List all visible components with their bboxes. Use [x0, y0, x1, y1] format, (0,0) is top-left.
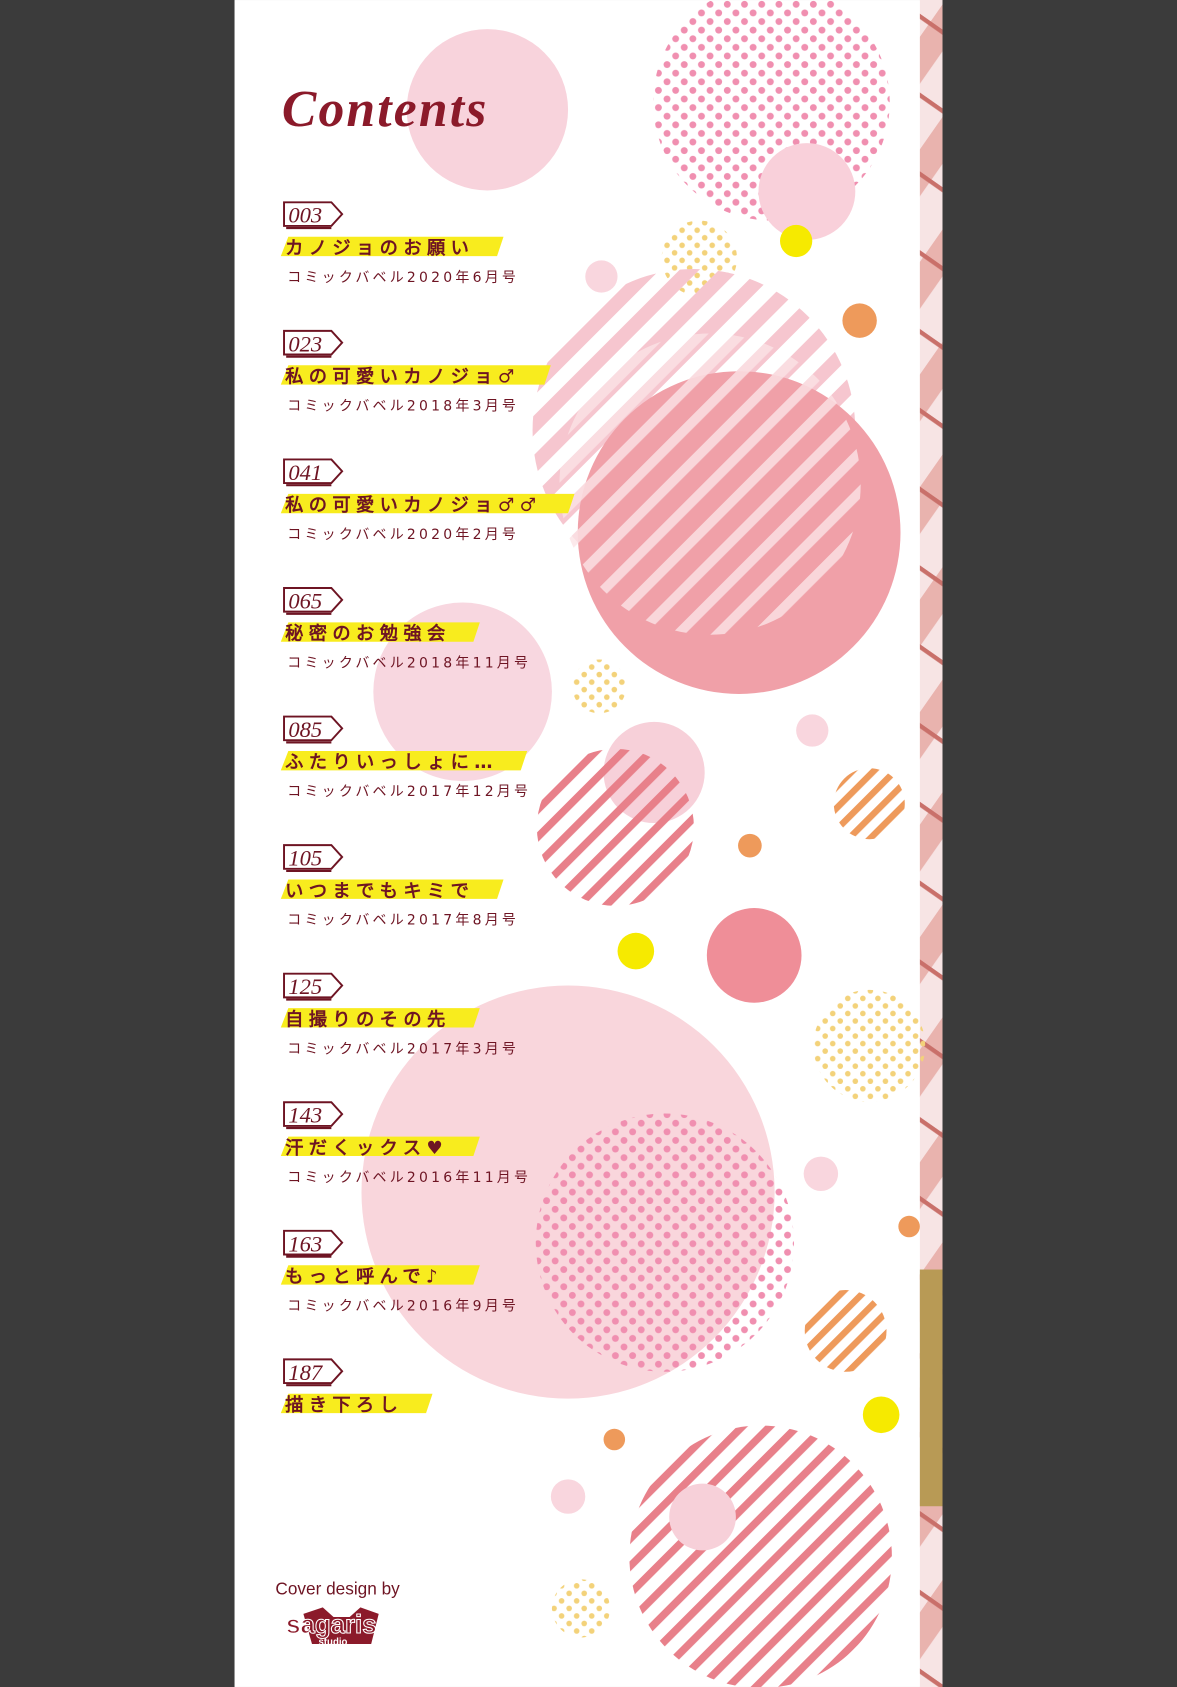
sagaris-logo-sub: studio	[318, 1637, 347, 1648]
page-number: 065	[288, 588, 322, 613]
page-number: 023	[288, 331, 322, 356]
story-source: コミックバベル2016年9月号	[287, 1298, 519, 1314]
page-number-tag	[283, 201, 344, 227]
story-title: 秘密のお勉強会	[285, 623, 451, 645]
page-title: Contents	[282, 81, 489, 138]
story-title: 描き下ろし	[285, 1394, 403, 1416]
story-title: ふたりいっしょに…	[285, 752, 498, 773]
story-source: コミックバベル2017年12月号	[287, 784, 531, 800]
page-number: 143	[288, 1103, 322, 1128]
page-number-tag	[283, 972, 344, 999]
title-highlight	[280, 1008, 480, 1028]
story-source: コミックバベル2017年8月号	[287, 913, 519, 929]
page-number: 105	[288, 846, 322, 871]
page-number-tag	[283, 1358, 344, 1385]
contents-entry[interactable]: 041 私の可愛いカノジョ♂♂ コミックバベル2020年2月号	[280, 458, 575, 543]
title-highlight	[280, 1393, 433, 1414]
contents-entry[interactable]: 143 汗だくックス♥ コミックバベル2016年11月号	[280, 1101, 531, 1186]
story-source: コミックバベル2018年3月号	[287, 398, 519, 414]
title-highlight	[280, 750, 528, 771]
title-highlight	[280, 493, 575, 514]
story-title: 私の可愛いカノジョ♂♂	[285, 494, 541, 516]
title-highlight	[280, 1265, 480, 1285]
page-number: 003	[288, 203, 322, 228]
page-number-tag	[283, 1229, 344, 1256]
title-highlight	[280, 236, 504, 257]
page-number: 125	[288, 974, 322, 999]
story-title: もっと呼んで♪	[285, 1266, 443, 1287]
page-number-tag	[283, 329, 344, 356]
decorative-circles	[361, 0, 926, 1687]
story-title: カノジョのお願い	[285, 238, 474, 259]
title-highlight	[280, 1136, 480, 1157]
contents-entry[interactable]: 187 描き下ろし	[280, 1358, 433, 1416]
story-source: コミックバベル2020年6月号	[287, 270, 519, 286]
page-number: 041	[288, 460, 322, 485]
page-number-tag	[283, 458, 344, 485]
page-number-tag	[283, 1101, 344, 1127]
story-title: 汗だくックス♥	[285, 1137, 448, 1159]
story-title: 自撮りのその先	[285, 1008, 451, 1030]
story-source: コミックバベル2018年11月号	[287, 656, 531, 672]
story-source: コミックバベル2017年3月号	[287, 1041, 519, 1057]
contents-entry[interactable]: 085 ふたりいっしょに… コミックバベル2017年12月号	[280, 715, 531, 801]
title-highlight	[280, 622, 480, 642]
story-source: コミックバベル2020年2月号	[287, 527, 519, 543]
page-number: 163	[288, 1231, 322, 1256]
cover-art-strip-bottom	[919, 1269, 943, 1507]
page-number-tag	[283, 844, 344, 870]
title-highlight	[280, 365, 551, 385]
page-number-tag	[283, 587, 344, 613]
title-highlight	[280, 879, 504, 899]
story-title: いつまでもキミで	[285, 881, 474, 902]
page-number-tag	[283, 715, 344, 742]
cover-art-strip	[919, 0, 943, 1687]
page-number: 085	[288, 717, 322, 742]
story-source: コミックバベル2016年11月号	[287, 1170, 531, 1186]
sagaris-logo-text: sagaris	[286, 1611, 376, 1639]
contents-entry[interactable]: 163 もっと呼んで♪ コミックバベル2016年9月号	[280, 1229, 519, 1315]
contents-entry[interactable]: 023 私の可愛いカノジョ♂ コミックバベル2018年3月号	[280, 329, 551, 415]
sagaris-logo-shape	[303, 1607, 379, 1644]
cover-credit-label: Cover design by	[275, 1578, 400, 1598]
cover-credit: Cover design by sagaris studio	[275, 1578, 400, 1648]
story-title: 私の可愛いカノジョ♂	[285, 365, 520, 387]
page-number: 187	[288, 1360, 324, 1385]
